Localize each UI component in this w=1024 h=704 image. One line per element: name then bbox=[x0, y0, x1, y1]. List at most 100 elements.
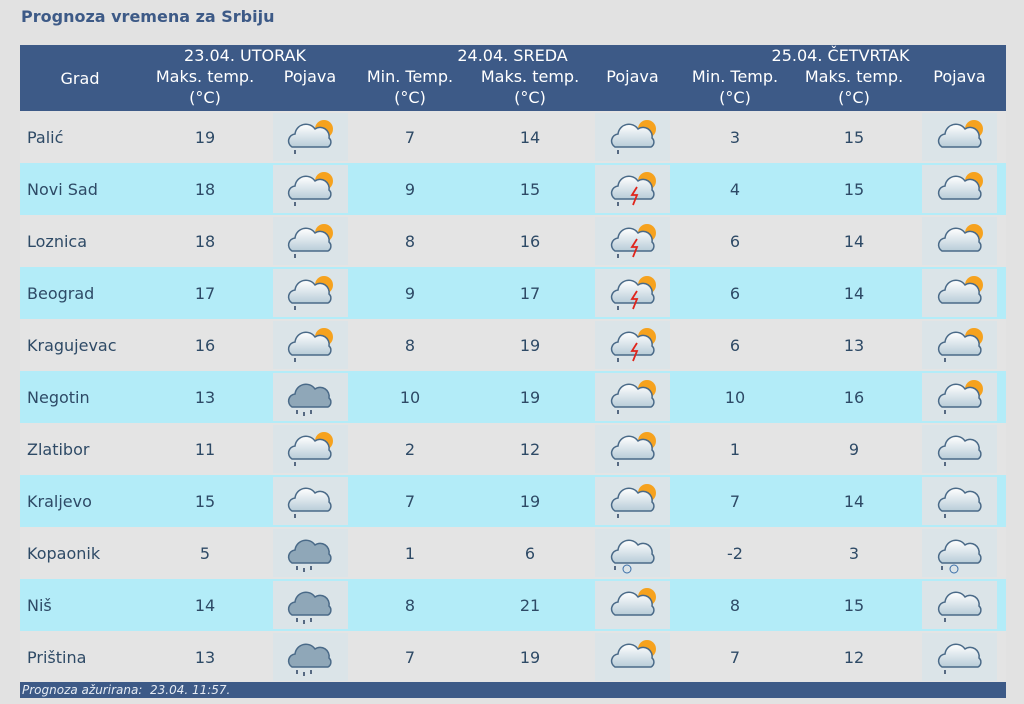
weather-icon bbox=[595, 269, 670, 317]
temperature: 14 bbox=[795, 475, 913, 527]
temperature: 12 bbox=[470, 423, 590, 475]
temperature: 14 bbox=[140, 579, 270, 631]
temperature: 14 bbox=[795, 267, 913, 319]
temperature: 13 bbox=[140, 371, 270, 423]
weather-icon-graphic bbox=[287, 224, 333, 258]
weather-cell bbox=[913, 111, 1006, 163]
header-row: Grad 23.04. UTORAK 24.04. SREDA 25.04. ČETV… bbox=[20, 45, 1006, 111]
weather-icon-graphic bbox=[610, 276, 656, 310]
weather-icon-graphic bbox=[937, 380, 983, 414]
temperature: 19 bbox=[470, 371, 590, 423]
temperature: 6 bbox=[470, 527, 590, 579]
weather-cell bbox=[913, 475, 1006, 527]
city-name: Beograd bbox=[20, 267, 140, 319]
temperature: 3 bbox=[795, 527, 913, 579]
table-row: Niš 14 8 21 8 15 bbox=[20, 579, 1006, 631]
temperature: 15 bbox=[795, 579, 913, 631]
weather-icon bbox=[595, 321, 670, 369]
weather-cell bbox=[913, 579, 1006, 631]
weather-icon bbox=[272, 113, 348, 161]
weather-icon-graphic bbox=[610, 484, 656, 518]
city-name: Kraljevo bbox=[20, 475, 140, 527]
weather-cell bbox=[270, 423, 350, 475]
temperature: 4 bbox=[675, 163, 795, 215]
temperature: 1 bbox=[350, 527, 470, 579]
temperature: 19 bbox=[470, 319, 590, 371]
weather-icon-graphic bbox=[287, 643, 332, 676]
footer: Prognoza ažurirana: 23.04. 11:57. bbox=[20, 682, 1006, 698]
table-row: Kraljevo 15 7 19 7 14 bbox=[20, 475, 1006, 527]
temperature: 16 bbox=[795, 371, 913, 423]
weather-cell bbox=[913, 371, 1006, 423]
temperature: 7 bbox=[675, 631, 795, 683]
column-header: Grad bbox=[20, 45, 140, 111]
weather-icon bbox=[272, 425, 348, 473]
temperature: 7 bbox=[350, 475, 470, 527]
weather-icon bbox=[272, 165, 348, 213]
temperature: 18 bbox=[140, 215, 270, 267]
weather-icon bbox=[595, 373, 670, 421]
weather-cell bbox=[270, 371, 350, 423]
weather-icon bbox=[595, 529, 670, 577]
temperature: 17 bbox=[140, 267, 270, 319]
weather-cell bbox=[270, 215, 350, 267]
temperature: -2 bbox=[675, 527, 795, 579]
temperature: 13 bbox=[140, 631, 270, 683]
weather-icon bbox=[922, 633, 997, 681]
weather-cell bbox=[590, 527, 675, 579]
temperature: 13 bbox=[795, 319, 913, 371]
column-header: Maks. temp. (°C) bbox=[140, 66, 270, 111]
table-row: Zlatibor 11 2 12 1 9 bbox=[20, 423, 1006, 475]
weather-icon bbox=[272, 529, 348, 577]
day-header: 25.04. ČETVRTAK bbox=[675, 45, 1006, 66]
table-row: Kragujevac 16 8 19 6 13 bbox=[20, 319, 1006, 371]
temperature: 15 bbox=[795, 111, 913, 163]
temperature: 19 bbox=[470, 475, 590, 527]
temperature: 16 bbox=[470, 215, 590, 267]
weather-cell bbox=[913, 215, 1006, 267]
city-name: Priština bbox=[20, 631, 140, 683]
weather-icon-graphic bbox=[937, 591, 982, 622]
temperature: 7 bbox=[350, 631, 470, 683]
temperature: 18 bbox=[140, 163, 270, 215]
weather-icon-graphic bbox=[610, 539, 655, 574]
weather-icon-graphic bbox=[287, 591, 332, 624]
column-header: Pojava bbox=[913, 66, 1006, 111]
weather-cell bbox=[270, 631, 350, 683]
temperature: 15 bbox=[470, 163, 590, 215]
temperature: 10 bbox=[350, 371, 470, 423]
temperature: 9 bbox=[350, 267, 470, 319]
weather-cell bbox=[270, 579, 350, 631]
weather-icon bbox=[272, 633, 348, 681]
weather-icon-graphic bbox=[937, 539, 982, 574]
weather-cell bbox=[270, 319, 350, 371]
weather-cell bbox=[913, 527, 1006, 579]
table-row: Negotin 13 10 19 10 16 bbox=[20, 371, 1006, 423]
city-name: Zlatibor bbox=[20, 423, 140, 475]
weather-cell bbox=[590, 475, 675, 527]
weather-cell bbox=[270, 267, 350, 319]
day-header: 24.04. SREDA bbox=[350, 45, 675, 66]
weather-icon-graphic bbox=[287, 328, 333, 362]
column-header: Pojava bbox=[590, 66, 675, 111]
temperature: 8 bbox=[350, 579, 470, 631]
temperature: 15 bbox=[795, 163, 913, 215]
weather-icon-graphic bbox=[610, 588, 656, 616]
weather-icon bbox=[922, 477, 997, 525]
city-name: Kopaonik bbox=[20, 527, 140, 579]
weather-icon-graphic bbox=[610, 640, 656, 668]
weather-icon bbox=[595, 581, 670, 629]
temperature: 15 bbox=[140, 475, 270, 527]
temperature: 9 bbox=[795, 423, 913, 475]
city-name: Novi Sad bbox=[20, 163, 140, 215]
temperature: 6 bbox=[675, 319, 795, 371]
weather-cell bbox=[590, 579, 675, 631]
temperature: 8 bbox=[675, 579, 795, 631]
weather-icon bbox=[272, 217, 348, 265]
temperature: 10 bbox=[675, 371, 795, 423]
weather-cell bbox=[270, 475, 350, 527]
temperature: 21 bbox=[470, 579, 590, 631]
table-row: Loznica 18 8 16 6 14 bbox=[20, 215, 1006, 267]
weather-icon bbox=[595, 165, 670, 213]
forecast-table: Grad 23.04. UTORAK 24.04. SREDA 25.04. ČETV… bbox=[20, 45, 1006, 683]
